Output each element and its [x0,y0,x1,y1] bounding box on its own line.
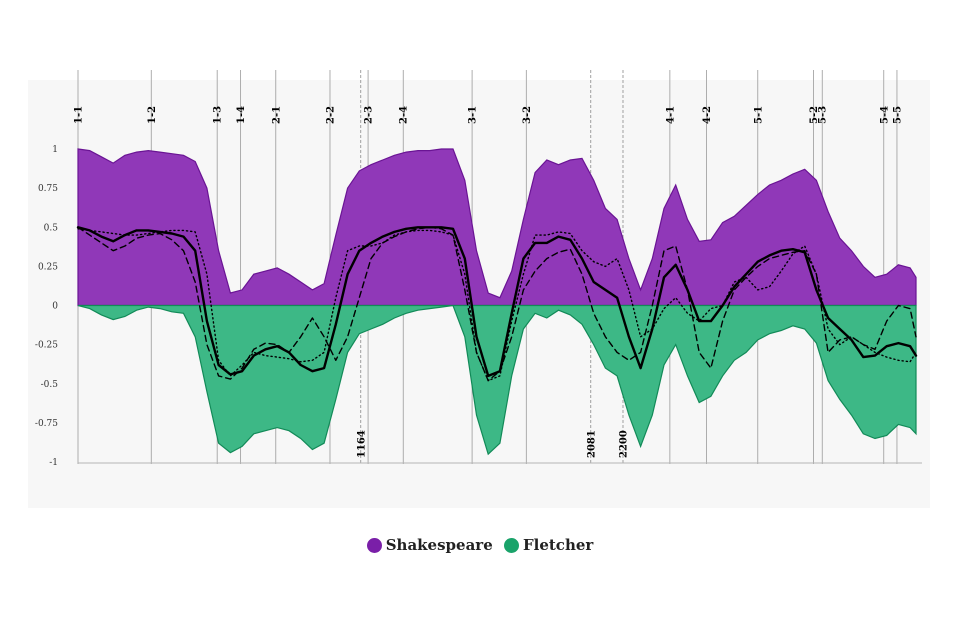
area-shakespeare [77,148,917,307]
scene-label: 5-2 [809,106,820,124]
line-dashed [77,226,917,382]
y-tick-label: 0.75 [38,184,58,194]
scene-label: 3-1 [468,106,479,124]
scene-label: 4-2 [702,106,713,124]
scene-label: 1-2 [147,106,158,124]
legend-label-shakespeare: Shakespeare [385,536,493,554]
legend: Shakespeare Fletcher [0,536,960,557]
y-tick-label: 1 [52,145,58,155]
marker-labels: 1-1 1-2 1-3 1-4 2-1 2-2 2-3 2-4 3-1 3-2 4-1 4-2 5-1 5… [74,106,904,458]
legend-item-fletcher[interactable]: Fletcher [503,536,594,554]
scene-label: 3-2 [522,106,533,124]
scene-label: 5-5 [892,106,903,124]
scene-label: 1-3 [213,106,224,124]
scene-label: 5-4 [879,106,890,124]
line-number-label: 2200 [618,430,629,458]
area-series [77,148,917,456]
scene-label: 2-3 [364,106,375,124]
scene-label: 1-1 [74,106,85,124]
y-tick-label: 0 [52,302,58,312]
scene-label: 2-1 [271,106,282,124]
line-number-label: 2081 [586,430,597,458]
area-fletcher [77,304,917,456]
scene-label: 2-2 [325,106,336,124]
y-tick-label: 0.5 [44,223,59,233]
scene-label: 5-3 [818,106,829,124]
line-number-label: 1164 [356,430,367,458]
y-axis: 1 0.75 0.5 0.25 0 -0.25 -0.5 -0.75 -1 [35,145,922,468]
line-series [76,226,918,382]
scene-label: 5-1 [753,106,764,124]
y-tick-label: -0.75 [35,419,58,429]
y-tick-label: -0.25 [35,341,58,351]
y-tick-label: -1 [49,458,58,468]
scene-label: 4-1 [665,106,676,124]
legend-swatch-fletcher [503,537,519,553]
legend-swatch-shakespeare [366,537,382,553]
scene-label: 2-4 [399,106,410,124]
y-tick-label: -0.5 [41,380,59,390]
scene-label: 1-4 [236,106,247,124]
legend-label-fletcher: Fletcher [522,536,594,554]
y-tick-label: 0.25 [38,262,58,272]
line-dotted [77,228,917,382]
legend-item-shakespeare[interactable]: Shakespeare [366,536,493,554]
